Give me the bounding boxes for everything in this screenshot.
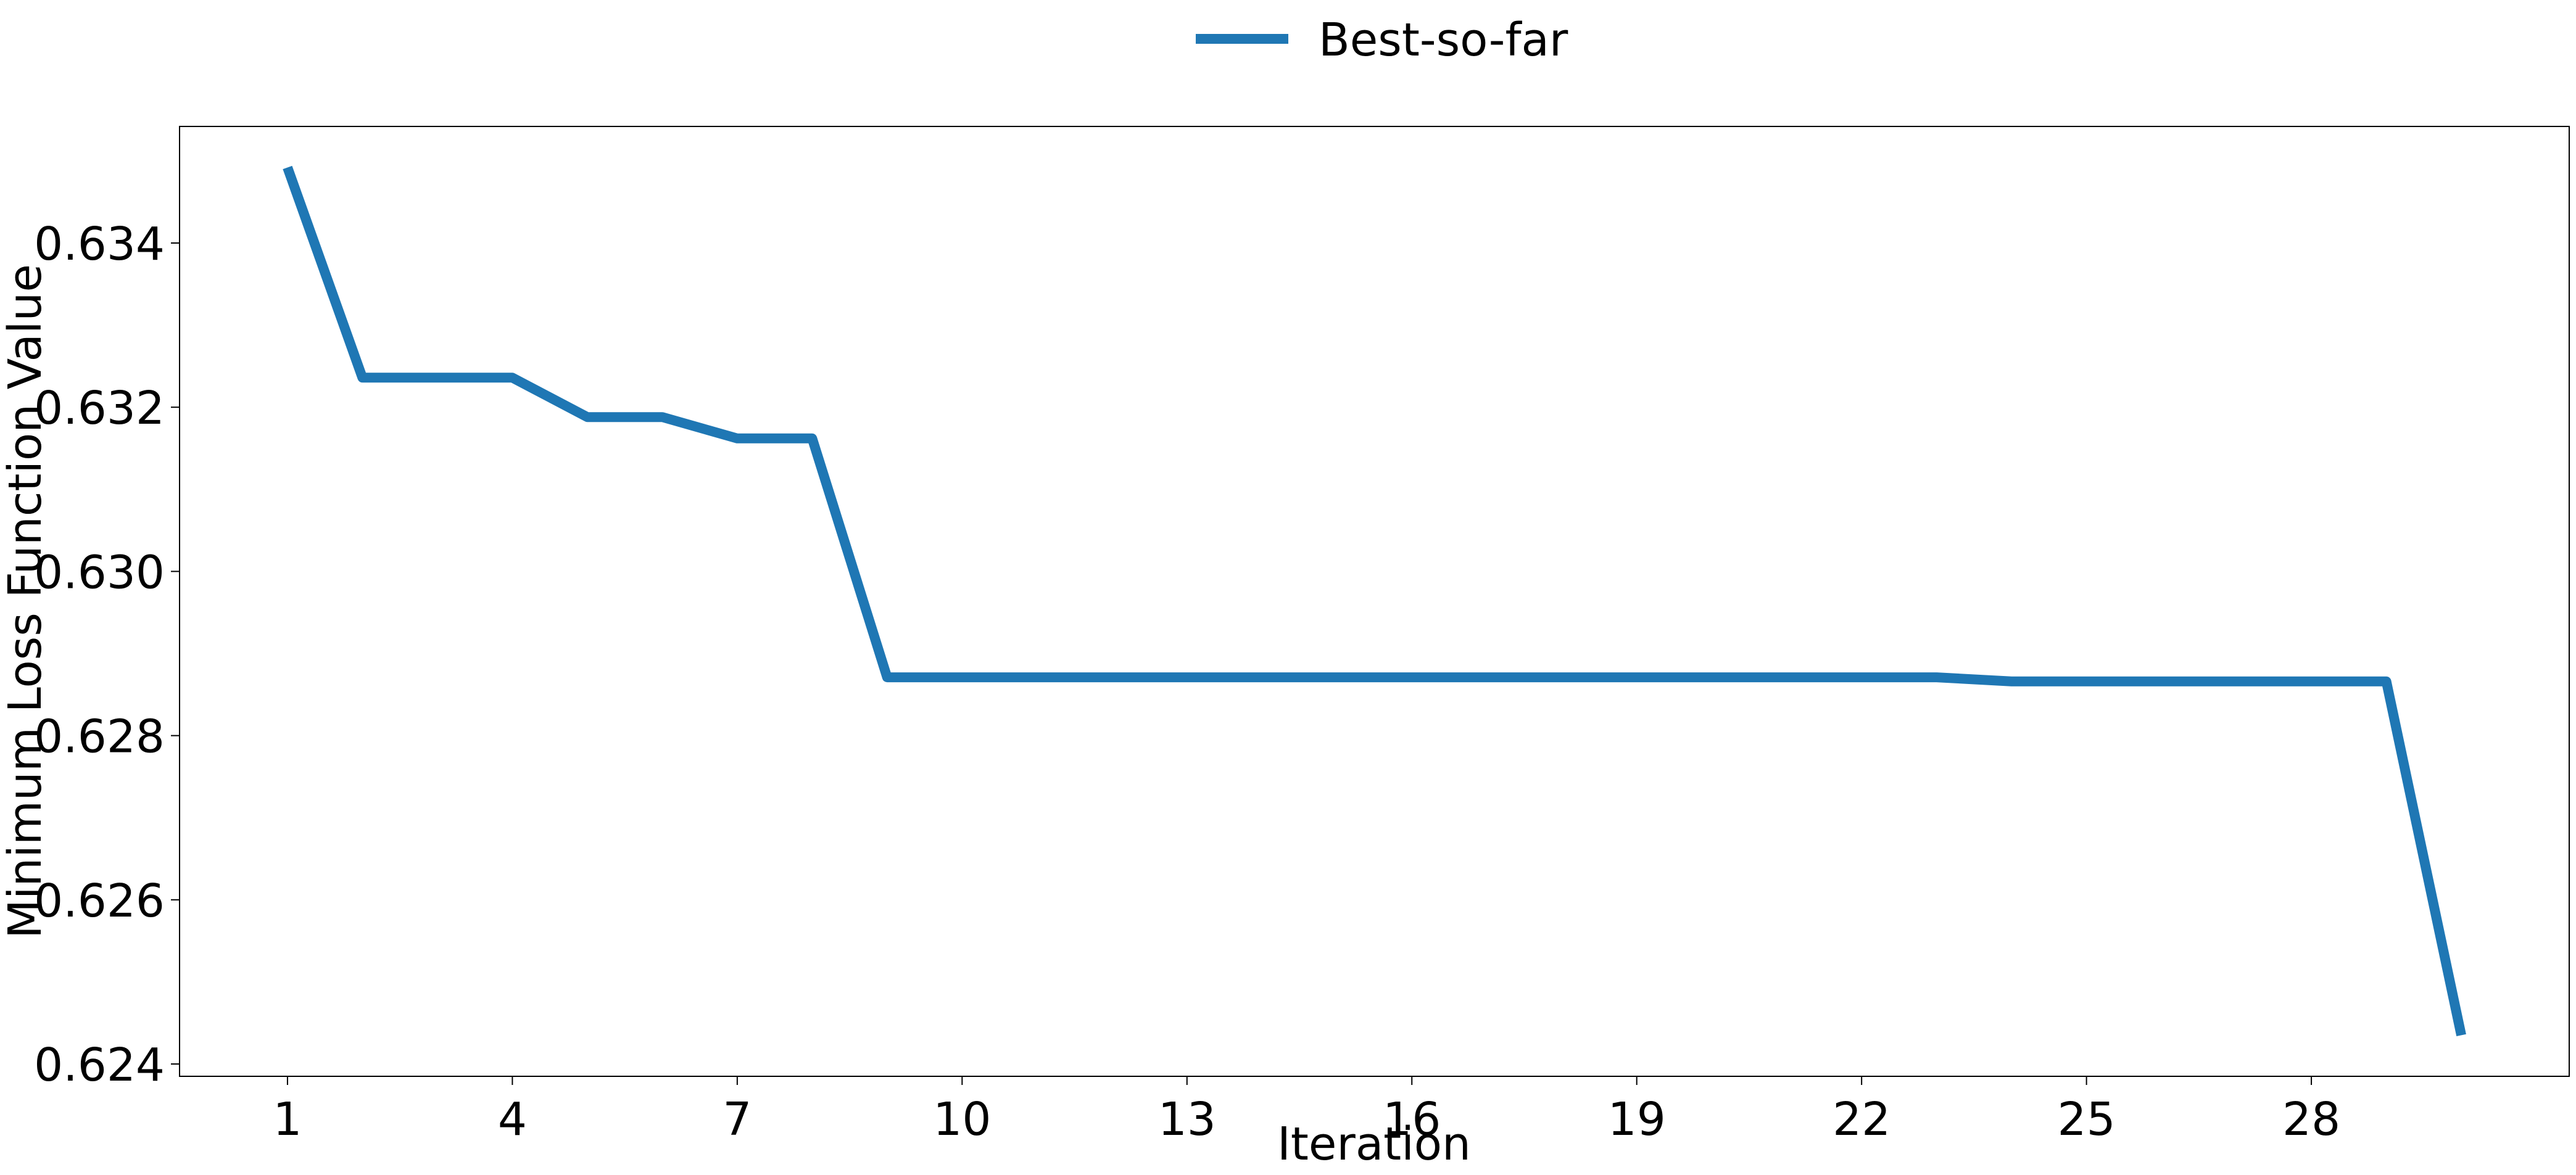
- y-tick-label: 0.628: [34, 711, 165, 764]
- x-tick-label: 25: [2058, 1093, 2116, 1146]
- y-axis-label: Minimum Loss Function Value: [0, 264, 52, 939]
- x-tick-label: 22: [1833, 1093, 1891, 1146]
- y-tick-label: 0.634: [34, 218, 165, 271]
- x-tick-label: 16: [1383, 1093, 1441, 1146]
- series-layer: [283, 165, 2466, 1037]
- x-tick-label: 13: [1158, 1093, 1216, 1146]
- y-tick-label: 0.632: [34, 382, 165, 435]
- series-line-best-so-far: [283, 165, 2466, 1037]
- x-tick-label: 19: [1608, 1093, 1666, 1146]
- x-axis-label: Iteration: [1277, 1118, 1471, 1171]
- x-tick-label: 28: [2282, 1093, 2340, 1146]
- y-axis-ticks: 0.624 0.626 0.628 0.630 0.632 0.634: [34, 218, 180, 1092]
- legend-label-best-so-far: Best-so-far: [1319, 14, 1568, 67]
- y-tick-label: 0.624: [34, 1039, 165, 1092]
- x-tick-label: 4: [498, 1093, 527, 1146]
- x-tick-label: 1: [273, 1093, 302, 1146]
- x-tick-label: 10: [933, 1093, 991, 1146]
- y-tick-label: 0.626: [34, 875, 165, 928]
- legend: Best-so-far: [1196, 14, 1568, 67]
- y-tick-label: 0.630: [34, 546, 165, 599]
- plot-area-frame: [179, 126, 2570, 1077]
- x-tick-label: 7: [723, 1093, 752, 1146]
- x-axis-ticks: 1 4 7 10 13 16 19 22 25 28: [273, 1076, 2340, 1146]
